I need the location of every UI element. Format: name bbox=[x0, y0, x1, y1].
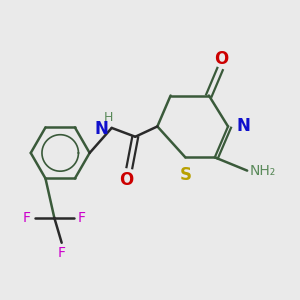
Text: N: N bbox=[95, 120, 109, 138]
Text: N: N bbox=[236, 117, 250, 135]
Text: O: O bbox=[119, 171, 134, 189]
Text: F: F bbox=[23, 211, 31, 225]
Text: F: F bbox=[78, 211, 86, 225]
Text: NH₂: NH₂ bbox=[250, 164, 276, 178]
Text: S: S bbox=[179, 166, 191, 184]
Text: O: O bbox=[214, 50, 229, 68]
Text: H: H bbox=[104, 111, 113, 124]
Text: F: F bbox=[58, 246, 66, 260]
